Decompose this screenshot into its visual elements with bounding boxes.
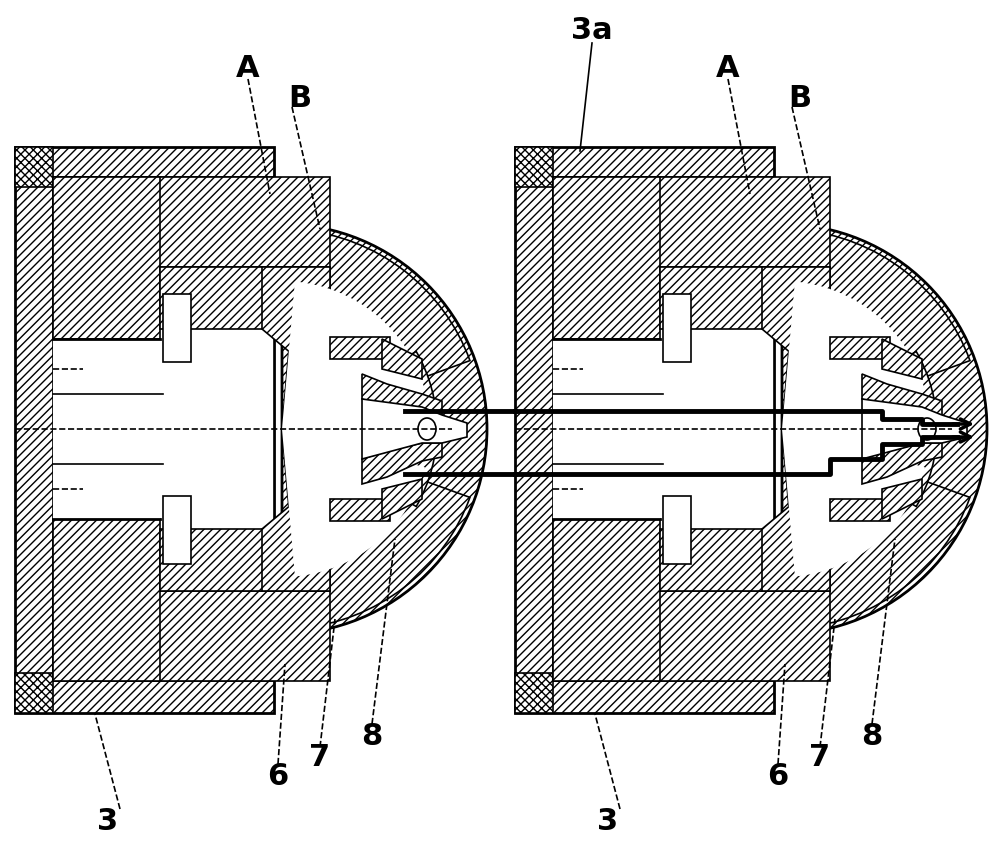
Text: B: B <box>788 84 812 113</box>
Polygon shape <box>882 480 922 519</box>
Bar <box>553 177 774 681</box>
Bar <box>330 499 390 522</box>
Bar <box>553 519 660 681</box>
Ellipse shape <box>918 418 936 441</box>
Wedge shape <box>782 430 925 577</box>
Bar <box>53 519 160 681</box>
Text: 8: 8 <box>861 722 883 751</box>
Text: 3: 3 <box>97 807 119 835</box>
Wedge shape <box>282 225 487 635</box>
Wedge shape <box>282 352 437 507</box>
Bar <box>15 673 53 713</box>
Polygon shape <box>160 464 362 592</box>
Polygon shape <box>382 339 422 380</box>
Bar <box>663 497 691 564</box>
Wedge shape <box>282 383 392 476</box>
Ellipse shape <box>418 418 436 441</box>
Wedge shape <box>782 231 970 430</box>
Polygon shape <box>762 487 862 592</box>
Wedge shape <box>782 383 892 476</box>
Polygon shape <box>160 268 362 375</box>
Text: A: A <box>716 53 740 83</box>
Polygon shape <box>362 443 442 485</box>
Polygon shape <box>382 480 422 519</box>
Text: 6: 6 <box>267 762 289 790</box>
Text: A: A <box>236 53 260 83</box>
Bar <box>53 339 160 519</box>
Text: B: B <box>288 84 312 113</box>
Polygon shape <box>882 339 922 380</box>
Bar <box>553 339 660 519</box>
Bar <box>53 177 274 681</box>
Polygon shape <box>262 268 362 375</box>
Bar <box>515 673 553 713</box>
Bar <box>515 148 774 713</box>
Polygon shape <box>362 375 442 416</box>
Wedge shape <box>282 231 470 430</box>
Bar <box>163 497 191 564</box>
Bar <box>330 338 390 360</box>
Text: 8: 8 <box>361 722 383 751</box>
Wedge shape <box>282 430 470 629</box>
Bar <box>15 148 53 188</box>
Bar <box>53 177 330 268</box>
Bar <box>53 177 160 339</box>
Bar <box>663 294 691 362</box>
Polygon shape <box>262 487 362 592</box>
Polygon shape <box>862 375 942 416</box>
Wedge shape <box>282 430 425 577</box>
Bar <box>830 338 890 360</box>
Polygon shape <box>762 268 862 375</box>
Bar <box>553 177 830 268</box>
Text: 3: 3 <box>597 807 619 835</box>
Polygon shape <box>862 400 967 460</box>
Bar <box>15 148 274 713</box>
Wedge shape <box>782 430 970 629</box>
Bar <box>830 499 890 522</box>
Wedge shape <box>282 282 425 430</box>
Bar <box>553 592 830 681</box>
Polygon shape <box>362 400 467 460</box>
Text: 7: 7 <box>309 743 331 771</box>
Polygon shape <box>862 443 942 485</box>
Wedge shape <box>782 225 987 635</box>
Polygon shape <box>660 464 862 592</box>
Bar <box>553 177 660 339</box>
Bar <box>515 148 553 188</box>
Bar <box>163 294 191 362</box>
Wedge shape <box>782 352 937 507</box>
Wedge shape <box>782 282 925 430</box>
Text: 3a: 3a <box>571 15 613 45</box>
Bar <box>53 592 330 681</box>
Text: 7: 7 <box>809 743 831 771</box>
Polygon shape <box>660 268 862 375</box>
Text: 6: 6 <box>767 762 789 790</box>
